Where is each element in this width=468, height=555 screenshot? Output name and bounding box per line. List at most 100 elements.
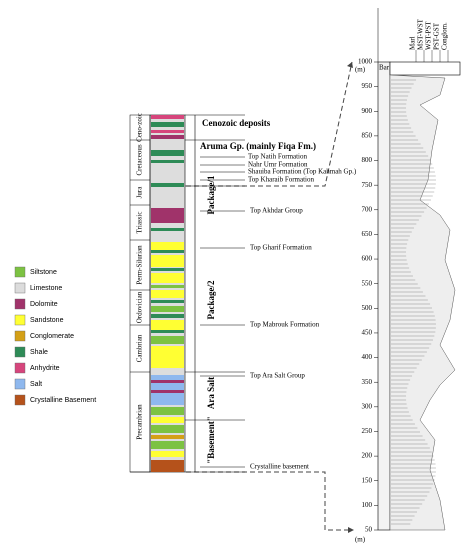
litho-band (151, 451, 184, 457)
period-frame (129, 114, 151, 473)
legend-label: Shale (30, 349, 48, 356)
litho-band (151, 150, 184, 156)
litho-band (151, 346, 184, 368)
formation-label: Shauiba Formation (Top Kahmah Gp.) (248, 168, 357, 176)
arrow-head (348, 527, 354, 533)
legend-swatch (14, 298, 26, 310)
log-header: Marl (409, 36, 417, 50)
period-label: Ceno-zoic (136, 113, 144, 142)
litho-band (151, 273, 184, 283)
litho-band (151, 390, 184, 393)
formation-label: Top Ara Salt Group (250, 372, 305, 380)
legend-label: Conglomerate (30, 333, 74, 340)
depth-label: 500 (362, 304, 373, 312)
depth-unit: (m) (355, 66, 366, 74)
depth-label: 650 (362, 230, 373, 238)
period-label: Precambrian (136, 404, 144, 440)
formation-label: Nahr Umr Formation (248, 161, 308, 169)
legend-swatch (14, 330, 26, 342)
legend-label: Salt (30, 381, 42, 388)
group-label: Ara Salt (206, 377, 216, 409)
depth-label: 150 (362, 476, 373, 484)
strat-column (149, 114, 186, 473)
litho-band (151, 208, 184, 223)
legend-swatch (14, 346, 26, 358)
legend-label: Siltstone (30, 269, 57, 276)
formation-label: Top Akhdar Group (250, 207, 303, 215)
litho-band (151, 300, 184, 303)
group-label: Package/1 (206, 175, 216, 214)
litho-band (151, 255, 184, 267)
depth-label: 850 (362, 132, 373, 140)
formation-label: Top Gharif Formation (250, 244, 312, 252)
legend-label: Crystalline Basement (30, 397, 96, 404)
formation-label: Top Kharaib Formation (248, 176, 314, 184)
litho-band (151, 183, 184, 187)
litho-band (151, 290, 184, 298)
depth-label: 700 (362, 205, 373, 213)
litho-band (151, 417, 184, 423)
depth-label: 1000 (358, 58, 373, 66)
group-label: Aruma Gp. (mainly Fiqa Fm.) (200, 141, 316, 151)
period-label: Cretaceous (136, 144, 144, 175)
depth-label: 300 (362, 402, 373, 410)
depth-label: 750 (362, 181, 373, 189)
litho-band (151, 330, 184, 333)
legend-swatch (14, 394, 26, 406)
group-label: Cenozoic deposits (202, 118, 271, 128)
formation-label: Top Mabrouk Formation (250, 321, 320, 329)
bar-box (389, 61, 461, 76)
litho-band (151, 306, 184, 312)
depth-label: 550 (362, 279, 373, 287)
litho-band (151, 435, 184, 439)
legend-swatch (14, 314, 26, 326)
depth-label: 350 (362, 378, 373, 386)
depth-label: 900 (362, 107, 373, 115)
period-label: Jura (136, 186, 144, 199)
legend-label: Dolomite (30, 301, 58, 308)
litho-band (151, 336, 184, 344)
zoom-line (186, 471, 350, 531)
litho-band (151, 425, 184, 433)
legend-swatch (14, 266, 26, 278)
litho-band (151, 228, 184, 231)
log-header: WST-PST (425, 21, 433, 50)
arrow-head (347, 62, 353, 68)
depth-label: 250 (362, 427, 373, 435)
litho-band (151, 122, 184, 127)
litho-band (151, 242, 184, 250)
log-header: MST-WST (417, 18, 425, 50)
zoom-line (186, 61, 353, 187)
depth-unit: (m) (355, 536, 366, 544)
legend-swatch (14, 378, 26, 390)
depth-label: 200 (362, 452, 373, 460)
legend-swatch (14, 282, 26, 294)
log-strip (377, 61, 391, 531)
litho-band (151, 380, 184, 383)
litho-band (151, 460, 184, 472)
litho-band (151, 130, 184, 133)
legend-swatch (14, 362, 26, 374)
log-header: PST-GST (433, 22, 441, 50)
depth-label: 100 (362, 501, 373, 509)
period-label: Cambrian (136, 334, 144, 362)
log-header: Conglom. (441, 22, 449, 50)
formation-label: Crystalline basement (250, 463, 309, 471)
legend-label: Anhydrite (30, 365, 60, 372)
litho-band (151, 268, 184, 271)
period-label: Ordovician (136, 291, 144, 323)
litho-band (151, 320, 184, 330)
group-label: "Basement" (206, 416, 216, 464)
depth-label: 600 (362, 255, 373, 263)
formation-label: Top Natih Formation (248, 153, 308, 161)
period-label: Perm-Silurian (136, 245, 144, 285)
litho-band (151, 250, 184, 253)
litho-band (151, 135, 184, 139)
legend-label: Sandstone (30, 317, 64, 324)
litho-band (151, 441, 184, 449)
litho-band (151, 115, 184, 119)
legend-label: Limestone (30, 285, 62, 292)
depth-label: 950 (362, 82, 373, 90)
litho-band (151, 160, 184, 163)
